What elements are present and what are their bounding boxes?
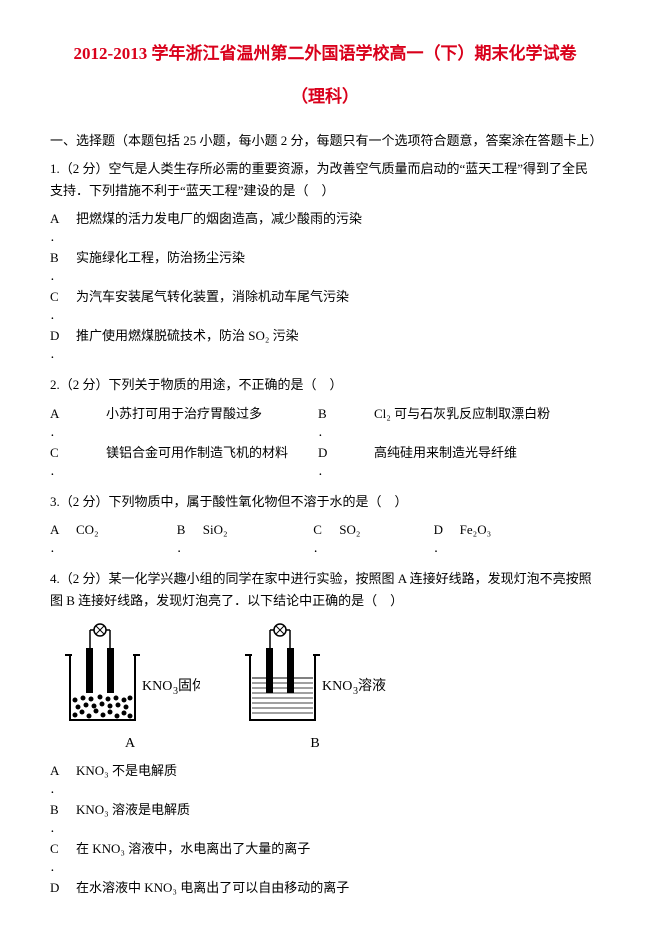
beaker-a-svg: KNO 3 固体: [60, 620, 200, 730]
figB-label: B: [310, 732, 319, 756]
q2-optB: Cl₂ 可与石灰乳反应制取漂白粉: [374, 403, 580, 425]
dot: ．: [50, 230, 76, 247]
dot: ．: [318, 425, 374, 442]
figA-label: A: [125, 732, 135, 756]
q4-stem: 4.（2 分）某一化学兴趣小组的同学在家中进行实验，按照图 A 连接好线路，发现…: [50, 568, 600, 612]
opt-label-C: C: [50, 286, 76, 308]
q2-stem: 2.（2 分）下列关于物质的用途，不正确的是（ ）: [50, 374, 600, 396]
dot: ．: [50, 269, 76, 286]
q3-stem: 3.（2 分）下列物质中，属于酸性氧化物但不溶于水的是（ ）: [50, 491, 600, 513]
dot: ．: [50, 541, 76, 558]
opt-label-A: A: [50, 760, 76, 782]
dot: ．: [50, 425, 106, 442]
q2-optC: 镁铝合金可用作制造飞机的材料: [106, 442, 318, 464]
exam-title: 2012-2013 学年浙江省温州第二外国语学校高一（下）期末化学试卷: [50, 40, 600, 69]
q4-optA: KNO₃ 不是电解质: [76, 760, 349, 782]
dot: ．: [50, 347, 76, 364]
dot: ．: [50, 821, 76, 838]
opt-label-A: A: [50, 403, 106, 425]
q3-optA: CO₂: [76, 519, 177, 541]
kno3-solid-label: KNO: [142, 679, 172, 694]
opt-label-D: D: [318, 442, 374, 464]
opt-label-A: A: [50, 519, 76, 541]
dot: ．: [177, 541, 203, 558]
figure-A: KNO 3 固体 A: [60, 620, 200, 756]
section-intro: 一、选择题（本题包括 25 小题，每小题 2 分，每题只有一个选项符合题意，答案…: [50, 130, 600, 152]
dot: ．: [313, 541, 339, 558]
svg-text:固体: 固体: [178, 678, 200, 694]
dot: ．: [434, 541, 460, 558]
q2-optD: 高纯硅用来制造光导纤维: [374, 442, 580, 464]
q3-optD: Fe₂O₃: [460, 519, 600, 541]
q4-optD: 在水溶液中 KNO₃ 电离出了可以自由移动的离子: [76, 877, 349, 899]
q1-optA: 把燃煤的活力发电厂的烟囱造高，减少酸雨的污染: [76, 208, 362, 230]
q3-options: ACO₂ BSiO₂ CSO₂ DFe₂O₃ ． ． ． ．: [50, 519, 600, 558]
opt-label-D: D: [50, 325, 76, 347]
q4-options: AKNO₃ 不是电解质 ． BKNO₃ 溶液是电解质 ． C在 KNO₃ 溶液中…: [50, 760, 349, 899]
opt-label-C: C: [313, 519, 339, 541]
q1-optC: 为汽车安装尾气转化装置，消除机动车尾气污染: [76, 286, 362, 308]
opt-label-B: B: [50, 247, 76, 269]
beaker-b-svg: KNO 3 溶液: [240, 620, 390, 730]
dot: ．: [318, 464, 374, 481]
q4-optB: KNO₃ 溶液是电解质: [76, 799, 349, 821]
opt-label-A: A: [50, 208, 76, 230]
dot: ．: [50, 782, 76, 799]
opt-label-B: B: [177, 519, 203, 541]
q3-optB: SiO₂: [203, 519, 313, 541]
opt-label-C: C: [50, 838, 76, 860]
q1-stem: 1.（2 分）空气是人类生存所必需的重要资源，为改善空气质量而启动的“蓝天工程”…: [50, 158, 600, 202]
q4-figures: KNO 3 固体 A: [60, 620, 600, 756]
figure-B: KNO 3 溶液 B: [240, 620, 390, 756]
dot: ．: [50, 308, 76, 325]
exam-subtitle: （理科）: [50, 83, 600, 112]
opt-label-D: D: [50, 877, 76, 899]
kno3-solution-label: KNO: [322, 679, 352, 694]
opt-label-B: B: [50, 799, 76, 821]
q1-optB: 实施绿化工程，防治扬尘污染: [76, 247, 362, 269]
q2-optA: 小苏打可用于治疗胃酸过多: [106, 403, 318, 425]
opt-label-C: C: [50, 442, 106, 464]
q4-optC: 在 KNO₃ 溶液中，水电离出了大量的离子: [76, 838, 349, 860]
q3-optC: SO₂: [339, 519, 433, 541]
opt-label-B: B: [318, 403, 374, 425]
opt-label-D: D: [434, 519, 460, 541]
q1-options: A把燃煤的活力发电厂的烟囱造高，减少酸雨的污染 ． B实施绿化工程，防治扬尘污染…: [50, 208, 362, 364]
svg-text:溶液: 溶液: [358, 678, 386, 694]
dot: ．: [50, 464, 106, 481]
q1-optD: 推广使用燃煤脱硫技术，防治 SO₂ 污染: [76, 325, 362, 347]
q2-options: A小苏打可用于治疗胃酸过多 BCl₂ 可与石灰乳反应制取漂白粉 ． ． C镁铝合金…: [50, 403, 580, 481]
dot: ．: [50, 860, 76, 877]
